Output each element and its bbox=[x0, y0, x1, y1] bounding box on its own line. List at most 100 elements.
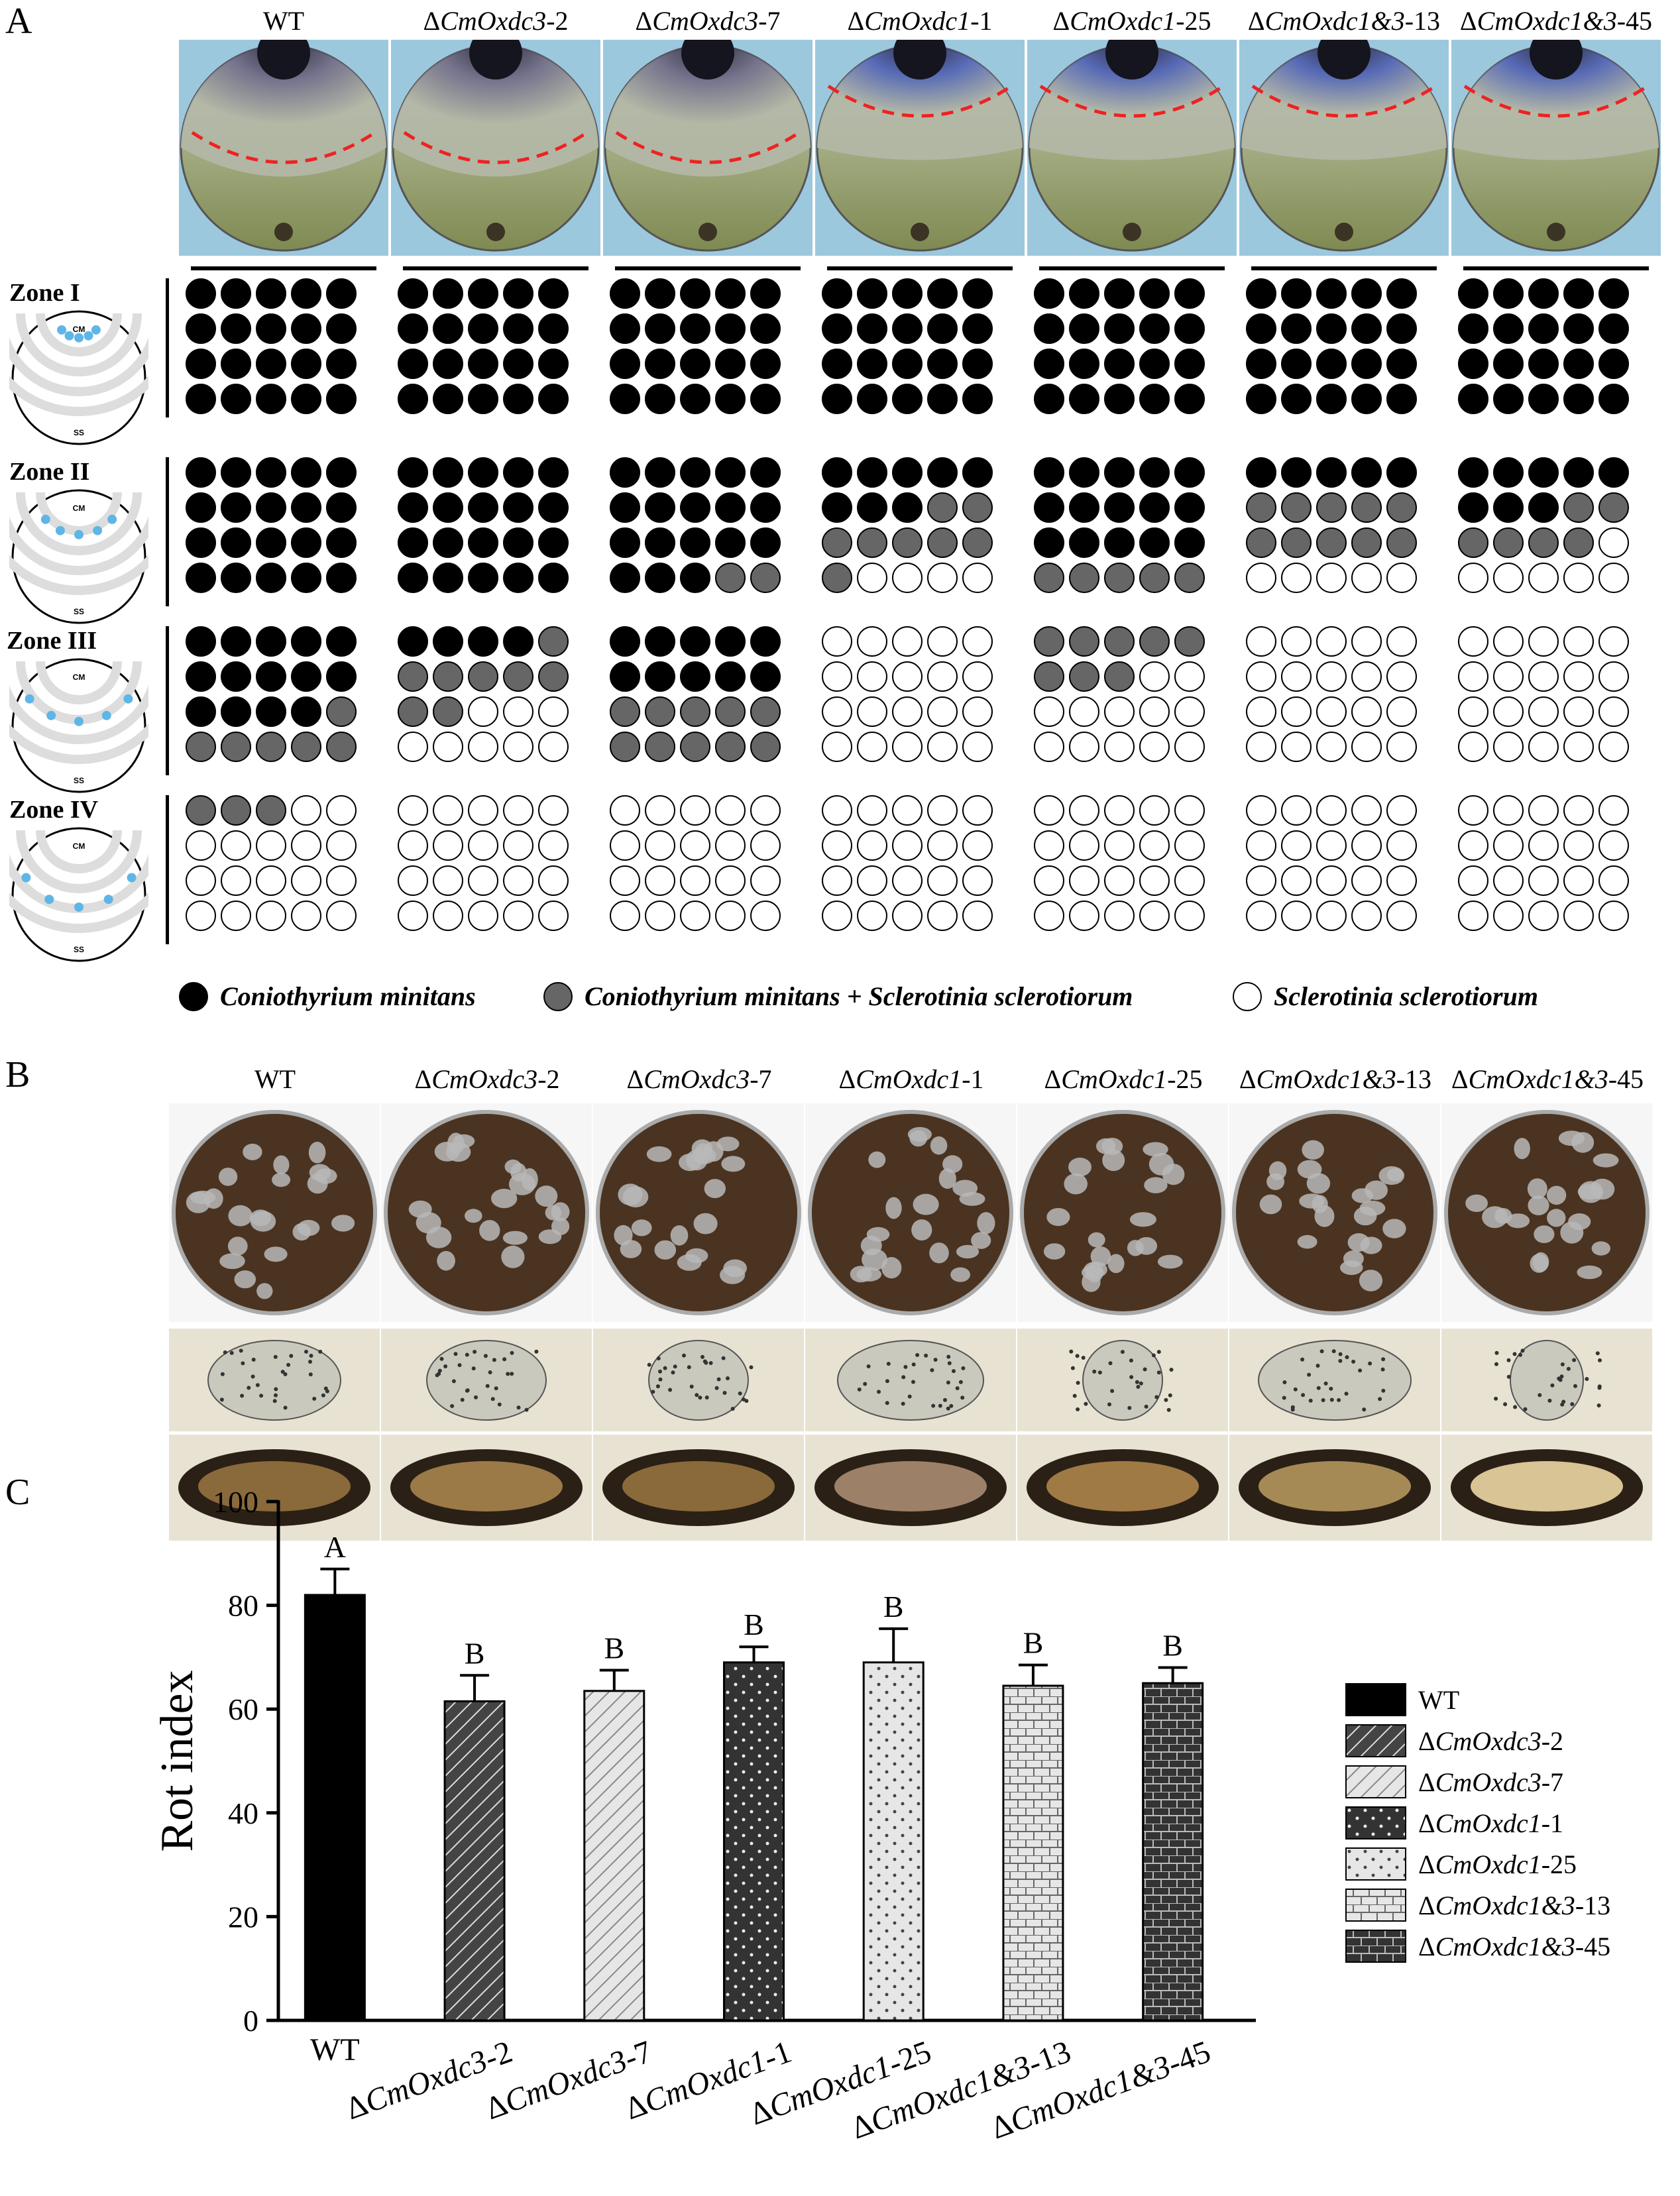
speck bbox=[958, 1380, 963, 1384]
isolation-dot bbox=[186, 661, 216, 692]
isolation-dot bbox=[857, 661, 887, 692]
speck bbox=[1127, 1405, 1132, 1410]
zone-boundary bbox=[615, 131, 801, 164]
sclerotium bbox=[425, 1227, 452, 1248]
isolation-dot bbox=[857, 563, 887, 593]
isolation-dot bbox=[645, 563, 675, 593]
isolation-dot bbox=[1316, 278, 1347, 309]
speck bbox=[949, 1403, 954, 1408]
isolation-dot bbox=[822, 384, 852, 414]
isolation-dot bbox=[503, 457, 533, 488]
strain-header: ΔCmOxdc1-25 bbox=[1007, 1064, 1239, 1095]
speck bbox=[946, 1354, 951, 1359]
section-medulla bbox=[1046, 1461, 1199, 1511]
isolation-dot bbox=[892, 901, 923, 931]
isolation-dot bbox=[680, 457, 710, 488]
strain-prefix: Δ bbox=[423, 6, 441, 36]
isolation-dot bbox=[1316, 865, 1347, 896]
zone-boundary bbox=[827, 84, 1013, 118]
isolation-dot bbox=[645, 661, 675, 692]
strain-suffix: -25 bbox=[1176, 6, 1211, 36]
isolation-dot bbox=[1281, 795, 1312, 826]
isolation-dot bbox=[1246, 732, 1276, 762]
isolation-dot bbox=[1281, 865, 1312, 896]
sclerotium bbox=[977, 1212, 995, 1235]
isolation-dot bbox=[1598, 865, 1629, 896]
strain-suffix: -1 bbox=[970, 6, 993, 36]
strain-suffix: -7 bbox=[1541, 1767, 1564, 1797]
speck bbox=[451, 1379, 456, 1384]
isolation-dot bbox=[1246, 349, 1276, 379]
chart-legend-item: Δ CmOxdc3 -2 bbox=[1345, 1724, 1563, 1757]
isolation-dot bbox=[326, 626, 357, 657]
isolation-dot bbox=[1351, 349, 1382, 379]
isolation-dot bbox=[1246, 563, 1276, 593]
isolation-dot bbox=[680, 384, 710, 414]
speck bbox=[280, 1370, 285, 1374]
isolation-dot bbox=[1104, 313, 1135, 344]
isolation-dot bbox=[1351, 865, 1382, 896]
isolation-dot bbox=[715, 830, 746, 861]
plate-photo bbox=[815, 40, 1025, 256]
isolation-dot bbox=[750, 732, 781, 762]
sclerotium bbox=[1148, 1152, 1174, 1176]
sclerotium bbox=[1064, 1173, 1088, 1195]
sclerotium-body bbox=[648, 1340, 749, 1421]
significance-letter: B bbox=[1023, 1626, 1044, 1660]
speck bbox=[1293, 1387, 1298, 1392]
isolation-dot bbox=[645, 865, 675, 896]
speck bbox=[704, 1360, 708, 1365]
isolation-dot bbox=[1104, 661, 1135, 692]
speck bbox=[673, 1364, 677, 1369]
cm-label: CM bbox=[73, 325, 85, 334]
isolation-dot bbox=[822, 527, 852, 558]
isolation-dot bbox=[610, 661, 640, 692]
speck bbox=[502, 1357, 507, 1362]
isolation-dot bbox=[1598, 661, 1629, 692]
speck bbox=[308, 1360, 312, 1364]
speck bbox=[947, 1361, 952, 1366]
speck bbox=[1319, 1349, 1324, 1354]
panel-label-b: B bbox=[5, 1054, 30, 1095]
speck bbox=[1338, 1358, 1343, 1363]
speck bbox=[1075, 1354, 1080, 1358]
isolation-dot bbox=[1493, 865, 1524, 896]
speck bbox=[1520, 1348, 1525, 1353]
strain-gene: CmOxdc1 bbox=[1435, 1808, 1541, 1838]
isolation-dot bbox=[1351, 313, 1382, 344]
speck bbox=[1368, 1361, 1372, 1366]
sclerotium bbox=[1365, 1180, 1388, 1200]
significance-letter: A bbox=[324, 1530, 346, 1564]
speck bbox=[726, 1376, 730, 1380]
speck bbox=[239, 1348, 243, 1353]
isolation-dot bbox=[256, 527, 286, 558]
isolation-dot bbox=[433, 696, 463, 727]
strain-gene: CmOxdc1 bbox=[864, 6, 971, 36]
isolation-dot bbox=[1458, 901, 1488, 931]
speck bbox=[1129, 1358, 1133, 1363]
sampling-point bbox=[74, 716, 84, 726]
soil-plate-photo bbox=[1441, 1103, 1652, 1322]
isolation-dot bbox=[326, 901, 357, 931]
isolation-dot bbox=[1458, 795, 1488, 826]
bar bbox=[1142, 1682, 1204, 2022]
isolation-dot bbox=[962, 527, 993, 558]
sclerotium bbox=[1043, 1243, 1066, 1260]
isolation-dot bbox=[186, 492, 216, 523]
isolation-dot bbox=[1174, 795, 1205, 826]
strain-prefix: Δ bbox=[414, 1064, 432, 1094]
isolation-dot bbox=[645, 795, 675, 826]
speck bbox=[241, 1361, 245, 1366]
zone-diagram: CM SS bbox=[0, 308, 182, 447]
isolation-dot bbox=[468, 732, 498, 762]
isolation-dot bbox=[610, 626, 640, 657]
sclerotium bbox=[704, 1179, 726, 1199]
zone-arc bbox=[16, 830, 142, 893]
isolation-dot bbox=[927, 349, 958, 379]
speck bbox=[1597, 1384, 1602, 1389]
strain-suffix: -7 bbox=[758, 6, 781, 36]
sclerotium bbox=[691, 1139, 713, 1158]
speck bbox=[911, 1380, 915, 1384]
isolation-dot bbox=[1528, 901, 1559, 931]
